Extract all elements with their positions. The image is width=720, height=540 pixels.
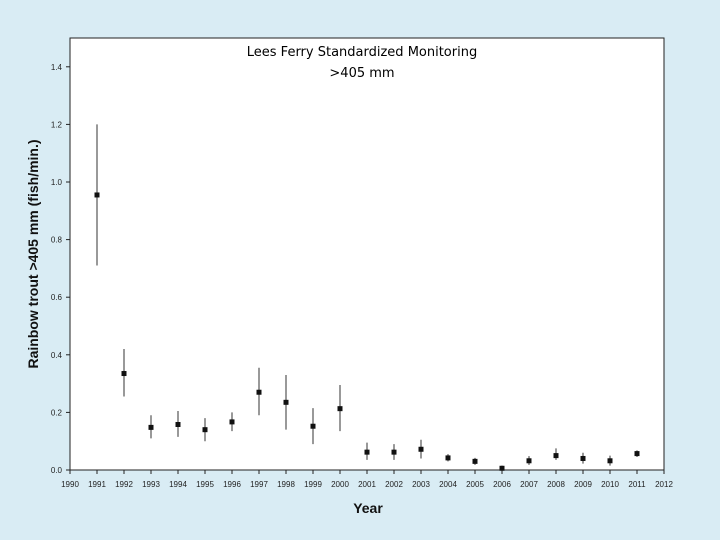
data-point [337,406,343,412]
data-point [202,427,208,433]
data-point [256,389,262,395]
data-point [310,423,316,429]
data-point [94,192,100,198]
data-point [580,455,586,461]
chart-subtitle: >405 mm [329,66,394,81]
x-tick-label: 2007 [520,480,538,489]
x-tick-label: 1995 [196,480,214,489]
x-axis-label: Year [353,500,383,516]
x-tick-label: 2001 [358,480,376,489]
data-point [445,455,451,461]
y-tick-label: 0.0 [51,466,63,475]
x-tick-label: 1994 [169,480,187,489]
data-point [418,446,424,452]
y-axis-label: Rainbow trout >405 mm (fish/min.) [25,139,41,368]
x-tick-label: 2000 [331,480,349,489]
x-tick-label: 2009 [574,480,592,489]
y-tick-label: 0.6 [51,293,63,302]
data-point [634,451,640,457]
x-tick-label: 2008 [547,480,565,489]
x-tick-label: 2005 [466,480,484,489]
x-tick-label: 1998 [277,480,295,489]
ticks-layer: 1990 1991 1992 1993 1994 1995 1996 1997 1998 1999… [51,63,674,489]
data-point [364,449,370,455]
y-tick-label: 1.4 [51,63,63,72]
x-tick-label: 1997 [250,480,268,489]
data-point [607,458,613,464]
x-tick-label: 1993 [142,480,160,489]
y-tick-label: 0.8 [51,236,63,245]
data-point [175,421,181,427]
y-tick-label: 0.2 [51,408,63,417]
x-tick-label: 2003 [412,480,430,489]
data-point [526,458,532,464]
data-point [391,449,397,455]
data-point [121,371,127,377]
data-point [472,458,478,464]
x-tick-label: 1996 [223,480,241,489]
x-tick-label: 2002 [385,480,403,489]
x-tick-label: 2010 [601,480,619,489]
x-tick-label: 1991 [88,480,106,489]
data-point [553,453,559,459]
data-point [229,419,235,425]
x-tick-label: 1992 [115,480,133,489]
chart-title: Lees Ferry Standardized Monitoring [247,45,477,60]
x-tick-label: 2012 [655,480,673,489]
y-tick-label: 1.2 [51,120,63,129]
y-tick-label: 0.4 [51,351,63,360]
x-tick-label: 2006 [493,480,511,489]
y-tick-label: 1.0 [51,178,63,187]
point-layer [94,192,640,471]
x-tick-label: 1999 [304,480,322,489]
plot-area [69,37,665,471]
x-tick-label: 2011 [628,480,646,489]
x-tick-label: 2004 [439,480,457,489]
data-point [499,465,505,471]
data-point [148,424,154,430]
x-tick-label: 1990 [61,480,79,489]
data-point [283,399,289,405]
